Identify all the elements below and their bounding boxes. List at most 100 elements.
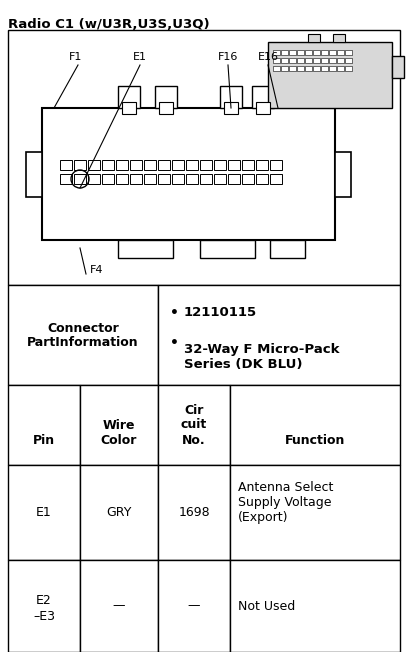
Bar bbox=[333, 34, 345, 42]
Bar bbox=[80, 385, 158, 465]
Bar bbox=[118, 240, 173, 258]
Text: E1: E1 bbox=[133, 52, 147, 62]
Bar bbox=[242, 174, 254, 184]
Bar bbox=[158, 174, 170, 184]
Bar bbox=[345, 58, 352, 63]
Bar bbox=[329, 66, 336, 71]
Text: 32-Way F Micro-Pack
Series (DK BLU): 32-Way F Micro-Pack Series (DK BLU) bbox=[184, 343, 339, 371]
Bar bbox=[186, 160, 198, 170]
Bar bbox=[60, 174, 72, 184]
Bar bbox=[60, 160, 72, 170]
Bar bbox=[337, 66, 344, 71]
Text: Wire
Color: Wire Color bbox=[101, 419, 137, 447]
Bar bbox=[74, 160, 86, 170]
Bar bbox=[230, 465, 400, 560]
Bar bbox=[130, 174, 142, 184]
Bar bbox=[116, 174, 128, 184]
Text: 12110115: 12110115 bbox=[184, 306, 257, 319]
Text: PartInformation: PartInformation bbox=[27, 336, 139, 349]
Bar bbox=[80, 465, 158, 560]
Text: E2: E2 bbox=[36, 593, 52, 606]
Bar bbox=[158, 560, 230, 652]
Text: •: • bbox=[170, 306, 179, 320]
Bar bbox=[268, 42, 392, 108]
Bar bbox=[273, 66, 280, 71]
Bar bbox=[256, 174, 268, 184]
Text: Not Used: Not Used bbox=[238, 599, 295, 612]
Bar bbox=[335, 151, 351, 196]
Bar bbox=[337, 58, 344, 63]
Bar bbox=[200, 174, 212, 184]
Bar bbox=[74, 174, 86, 184]
Bar bbox=[8, 465, 80, 560]
Bar bbox=[8, 385, 80, 465]
Text: Function: Function bbox=[285, 434, 345, 447]
Bar bbox=[158, 465, 230, 560]
Bar bbox=[158, 385, 230, 465]
Bar bbox=[273, 50, 280, 55]
Bar bbox=[270, 240, 305, 258]
Text: —: — bbox=[113, 599, 125, 612]
Bar bbox=[228, 174, 240, 184]
Bar bbox=[305, 58, 312, 63]
Bar bbox=[337, 50, 344, 55]
Bar bbox=[297, 58, 304, 63]
Bar bbox=[228, 160, 240, 170]
Bar bbox=[321, 66, 328, 71]
Bar bbox=[80, 560, 158, 652]
Bar bbox=[230, 560, 400, 652]
Bar bbox=[281, 50, 288, 55]
Text: Connector: Connector bbox=[47, 323, 119, 336]
Bar bbox=[8, 285, 158, 385]
Bar bbox=[289, 66, 296, 71]
Bar bbox=[42, 108, 335, 240]
Bar bbox=[321, 58, 328, 63]
Bar bbox=[220, 86, 242, 108]
Bar bbox=[281, 66, 288, 71]
Bar bbox=[230, 385, 400, 465]
Text: Radio C1 (w/U3R,U3S,U3Q): Radio C1 (w/U3R,U3S,U3Q) bbox=[8, 18, 210, 31]
Bar bbox=[200, 160, 212, 170]
Text: 1698: 1698 bbox=[178, 506, 210, 519]
Bar bbox=[214, 174, 226, 184]
Bar bbox=[313, 58, 320, 63]
Bar bbox=[200, 240, 255, 258]
Bar bbox=[8, 560, 80, 652]
Bar bbox=[345, 50, 352, 55]
Bar bbox=[88, 160, 100, 170]
Bar bbox=[281, 58, 288, 63]
Bar bbox=[8, 30, 400, 285]
Bar bbox=[289, 50, 296, 55]
Text: F16: F16 bbox=[218, 52, 238, 62]
Bar bbox=[289, 58, 296, 63]
Bar bbox=[297, 50, 304, 55]
Bar bbox=[172, 160, 184, 170]
Bar bbox=[242, 160, 254, 170]
Text: F4: F4 bbox=[90, 265, 104, 275]
Bar bbox=[158, 285, 400, 385]
Bar bbox=[118, 86, 140, 108]
Text: Antenna Select
Supply Voltage
(Export): Antenna Select Supply Voltage (Export) bbox=[238, 481, 333, 524]
Bar bbox=[172, 174, 184, 184]
Bar bbox=[102, 174, 114, 184]
Bar bbox=[155, 86, 177, 108]
Bar bbox=[186, 174, 198, 184]
Bar bbox=[270, 160, 282, 170]
Text: Pin: Pin bbox=[33, 434, 55, 447]
Bar bbox=[273, 58, 280, 63]
Bar bbox=[214, 160, 226, 170]
Bar bbox=[116, 160, 128, 170]
Bar bbox=[159, 102, 173, 114]
Bar bbox=[308, 34, 320, 42]
Bar bbox=[144, 160, 156, 170]
Bar bbox=[270, 174, 282, 184]
Bar bbox=[321, 50, 328, 55]
Text: –E3: –E3 bbox=[33, 610, 55, 623]
Bar bbox=[305, 66, 312, 71]
Bar bbox=[305, 50, 312, 55]
Bar bbox=[144, 174, 156, 184]
Bar bbox=[252, 86, 274, 108]
Bar bbox=[345, 66, 352, 71]
Text: F1: F1 bbox=[69, 52, 83, 62]
Bar bbox=[256, 160, 268, 170]
